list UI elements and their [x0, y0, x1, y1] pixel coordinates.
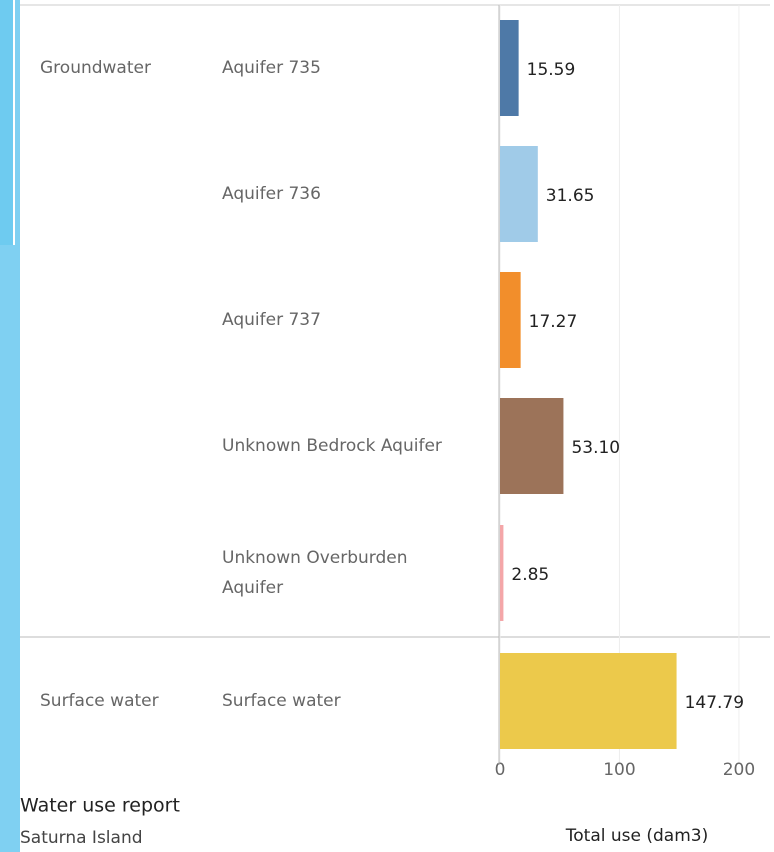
x-axis-title: Total use (dam3): [565, 826, 708, 846]
bar: [500, 653, 677, 749]
value-label: 53.10: [571, 438, 620, 458]
x-tick-label: 100: [603, 760, 635, 780]
value-label: 2.85: [511, 565, 549, 585]
category-label-box: Surface water: [222, 637, 472, 765]
category-label-wrap: Aquifer 737: [222, 257, 472, 383]
category-label: Surface water: [222, 691, 341, 711]
category-label-box: Aquifer 737: [222, 257, 472, 383]
bar: [500, 525, 504, 621]
category-label: Aquifer 736: [222, 184, 321, 204]
category-label: Unknown Bedrock Aquifer: [222, 436, 442, 456]
bar: [500, 398, 564, 494]
category-label-box: Aquifer 736: [222, 131, 472, 257]
title: Water use report: [20, 795, 180, 817]
category-label: Aquifer 735: [222, 58, 321, 78]
x-tick-label: 0: [495, 760, 506, 780]
x-tick-label: 200: [723, 760, 755, 780]
bar: [500, 272, 521, 368]
category-label-box: Unknown Bedrock Aquifer: [222, 383, 472, 509]
subtitle: Saturna Island: [20, 828, 143, 848]
category-label-wrap: Unknown Overburden Aquifer: [222, 509, 472, 637]
value-label: 31.65: [546, 186, 595, 206]
bar: [500, 146, 538, 242]
category-label: Unknown Overburden Aquifer: [222, 548, 408, 598]
value-label: 15.59: [527, 60, 576, 80]
category-label-wrap: Aquifer 735: [222, 5, 472, 131]
group-label: Groundwater: [40, 58, 151, 78]
category-label-wrap: Surface water: [222, 637, 472, 765]
bar: [500, 20, 519, 116]
category-label-box: Aquifer 735: [222, 5, 472, 131]
side-panel: [0, 0, 14, 245]
value-label: 147.79: [685, 693, 744, 713]
category-label: Aquifer 737: [222, 310, 321, 330]
group-label: Surface water: [40, 691, 159, 711]
category-label-wrap: Unknown Bedrock Aquifer: [222, 383, 472, 509]
category-label-wrap: Aquifer 736: [222, 131, 472, 257]
value-label: 17.27: [529, 312, 578, 332]
category-label-box: Unknown Overburden Aquifer: [222, 509, 472, 637]
